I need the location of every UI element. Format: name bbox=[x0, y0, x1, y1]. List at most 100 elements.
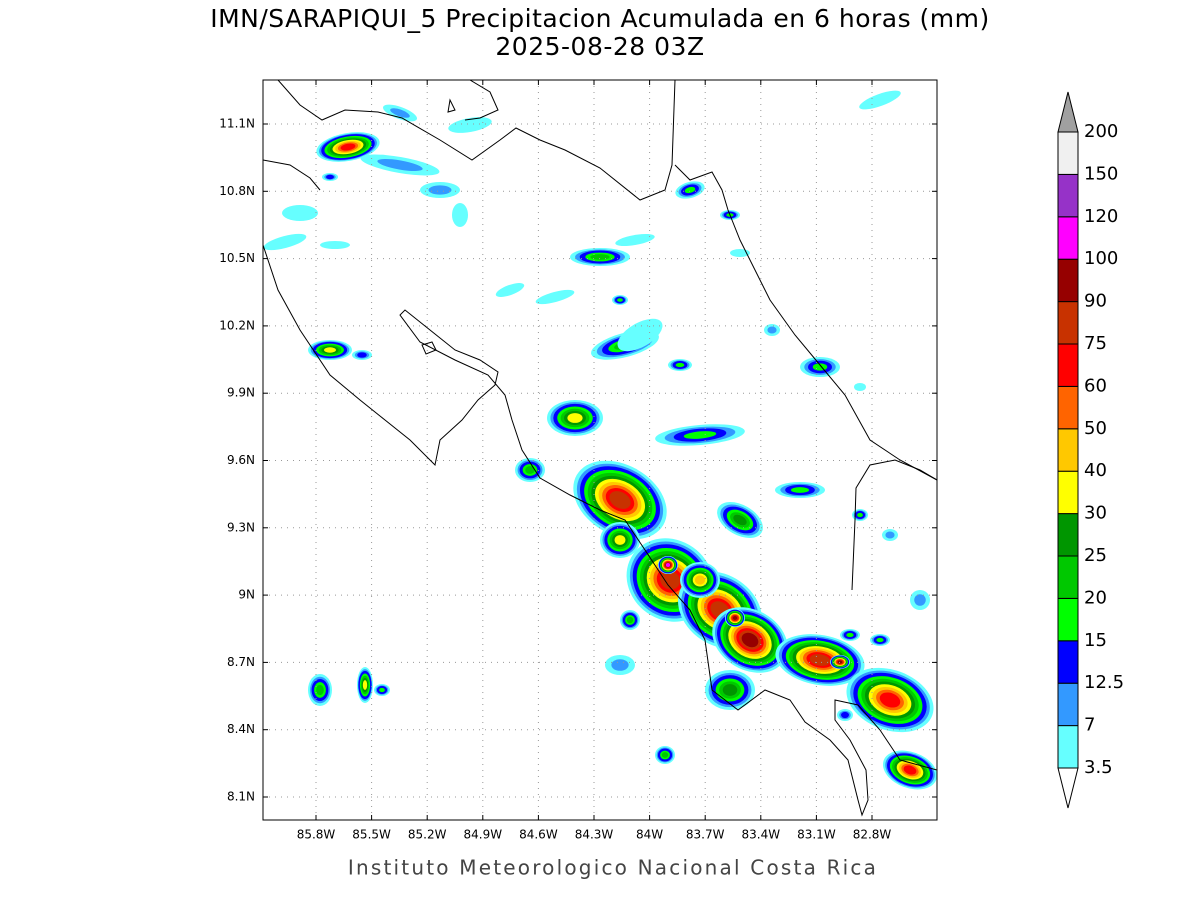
precip-contour bbox=[324, 347, 336, 353]
precip-contour bbox=[617, 298, 623, 302]
x-tick-label: 85.2W bbox=[408, 828, 447, 842]
island bbox=[421, 341, 437, 355]
x-tick-label: 82.8W bbox=[853, 828, 892, 842]
colorbar-label: 25 bbox=[1084, 545, 1107, 566]
colorbar-segment bbox=[1057, 555, 1079, 599]
precip-contour bbox=[614, 535, 626, 545]
x-tick-label: 84W bbox=[636, 828, 663, 842]
coastlines bbox=[263, 80, 937, 817]
colorbar-label: 30 bbox=[1084, 503, 1107, 524]
precip-contour bbox=[495, 283, 525, 297]
colorbar-label: 100 bbox=[1084, 248, 1118, 269]
coastline bbox=[277, 80, 676, 201]
footer: Instituto Meteorologico Nacional Costa R… bbox=[348, 856, 878, 880]
precip-contour bbox=[320, 241, 350, 249]
colorbar-label: 3.5 bbox=[1084, 757, 1113, 778]
coastline bbox=[263, 159, 321, 191]
precip-contour bbox=[448, 117, 492, 133]
precip-contour bbox=[452, 203, 468, 227]
colorbar-label: 40 bbox=[1084, 460, 1107, 481]
x-tick-label: 83.4W bbox=[742, 828, 781, 842]
precip-contour bbox=[684, 186, 696, 194]
precip-contour bbox=[722, 684, 738, 696]
precip-contour bbox=[854, 383, 866, 391]
coastline bbox=[263, 244, 937, 817]
x-tick-label: 85.5W bbox=[352, 828, 391, 842]
colorbar-label: 50 bbox=[1084, 418, 1107, 439]
precip-contour bbox=[741, 632, 759, 648]
colorbar-label: 60 bbox=[1084, 375, 1107, 396]
precip-contour bbox=[615, 233, 655, 247]
grid bbox=[263, 80, 937, 820]
precip-contour bbox=[611, 659, 629, 671]
colorbar-label: 12.5 bbox=[1084, 672, 1124, 693]
precip-contour bbox=[525, 466, 535, 474]
colorbar-segment bbox=[1057, 428, 1079, 472]
y-tick-label: 10.2N bbox=[219, 318, 255, 332]
y-tick-label: 8.1N bbox=[227, 790, 255, 804]
y-tick-label: 9N bbox=[238, 588, 255, 602]
precip-contour bbox=[282, 205, 318, 221]
x-tick-label: 84.6W bbox=[519, 828, 558, 842]
precip-contour bbox=[617, 318, 663, 352]
precip-contour bbox=[377, 158, 423, 172]
colorbar-segment bbox=[1057, 513, 1079, 557]
colorbar-over bbox=[1057, 91, 1079, 133]
y-tick-label: 8.7N bbox=[227, 655, 255, 669]
lake-shore bbox=[464, 80, 499, 121]
precip-contour bbox=[626, 616, 634, 624]
colorbar: 3.5 7 12.5 15 20 25 30 40 50 60 75 90 100 120 150 200 bbox=[1057, 91, 1124, 809]
precip-contour bbox=[357, 352, 367, 358]
colorbar-segment bbox=[1057, 725, 1079, 769]
colorbar-label: 120 bbox=[1084, 206, 1118, 227]
x-tick-label: 83.7W bbox=[686, 828, 725, 842]
precip-contour bbox=[326, 174, 334, 180]
colorbar-label: 15 bbox=[1084, 630, 1107, 651]
precip-contour bbox=[675, 362, 685, 368]
precip-contour bbox=[857, 512, 863, 518]
x-tick-label: 84.3W bbox=[575, 828, 614, 842]
precip-contour bbox=[390, 108, 410, 118]
precip-contour bbox=[790, 487, 810, 493]
colorbar-segment bbox=[1057, 343, 1079, 387]
colorbar-under bbox=[1057, 767, 1079, 809]
colorbar-segment bbox=[1057, 131, 1079, 175]
precip-contour bbox=[362, 680, 368, 690]
map-frame bbox=[262, 79, 938, 821]
colorbar-segment bbox=[1057, 470, 1079, 515]
precip-contour bbox=[914, 594, 926, 606]
colorbar-label: 200 bbox=[1084, 121, 1118, 142]
precip-contour bbox=[885, 531, 895, 539]
precip-contour bbox=[535, 289, 575, 305]
colorbar-label: 20 bbox=[1084, 587, 1107, 608]
colorbar-segment bbox=[1057, 682, 1079, 727]
precip-contour bbox=[859, 90, 901, 110]
x-tick-label: 85.8W bbox=[297, 828, 336, 842]
y-tick-label: 9.9N bbox=[227, 386, 255, 400]
precip-contour bbox=[767, 326, 777, 334]
colorbar-segment bbox=[1057, 216, 1079, 260]
y-tick-label: 11.1N bbox=[219, 117, 255, 131]
colorbar-label: 7 bbox=[1084, 715, 1095, 736]
precip-contour bbox=[379, 687, 385, 693]
y-tick-label: 8.4N bbox=[227, 722, 255, 736]
y-tick-label: 10.8N bbox=[219, 184, 255, 198]
precip-contour bbox=[876, 637, 884, 643]
precip-contour bbox=[567, 413, 583, 423]
y-tick-label: 9.6N bbox=[227, 453, 255, 467]
precip-contour bbox=[879, 692, 901, 708]
y-tick-label: 9.3N bbox=[227, 520, 255, 534]
precip-contour bbox=[733, 514, 747, 526]
y-tick-label: 10.5N bbox=[219, 251, 255, 265]
precip-contour bbox=[661, 752, 669, 758]
x-tick-label: 83.1W bbox=[797, 828, 836, 842]
country-border bbox=[851, 459, 937, 591]
precip-contour bbox=[809, 654, 831, 666]
precipitation-field bbox=[263, 90, 937, 790]
colorbar-segment bbox=[1057, 385, 1079, 430]
colorbar-segment bbox=[1057, 258, 1079, 303]
map-subtitle: 2025-08-28 03Z bbox=[495, 32, 704, 61]
precip-contour bbox=[683, 431, 717, 439]
colorbar-segment bbox=[1057, 597, 1079, 642]
